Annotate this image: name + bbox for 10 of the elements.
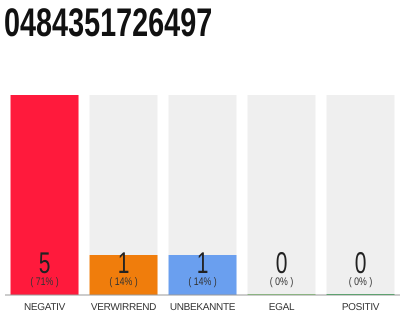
x-tick-label: UNBEKANNTE <box>170 302 236 314</box>
x-tick-label: POSITIV <box>342 302 380 314</box>
x-tick-label: NEGATIV <box>24 302 66 314</box>
annotation: ( 0% ) <box>348 276 372 288</box>
annotation: ( 14% ) <box>109 276 138 288</box>
annotation: ( 0% ) <box>270 276 294 288</box>
annotation: ( 14% ) <box>188 276 217 288</box>
x-tick-label: EGAL <box>268 302 295 314</box>
x-tick-label: VERWIRREND <box>90 302 156 314</box>
chart-title: 0484351726497 <box>4 0 212 46</box>
